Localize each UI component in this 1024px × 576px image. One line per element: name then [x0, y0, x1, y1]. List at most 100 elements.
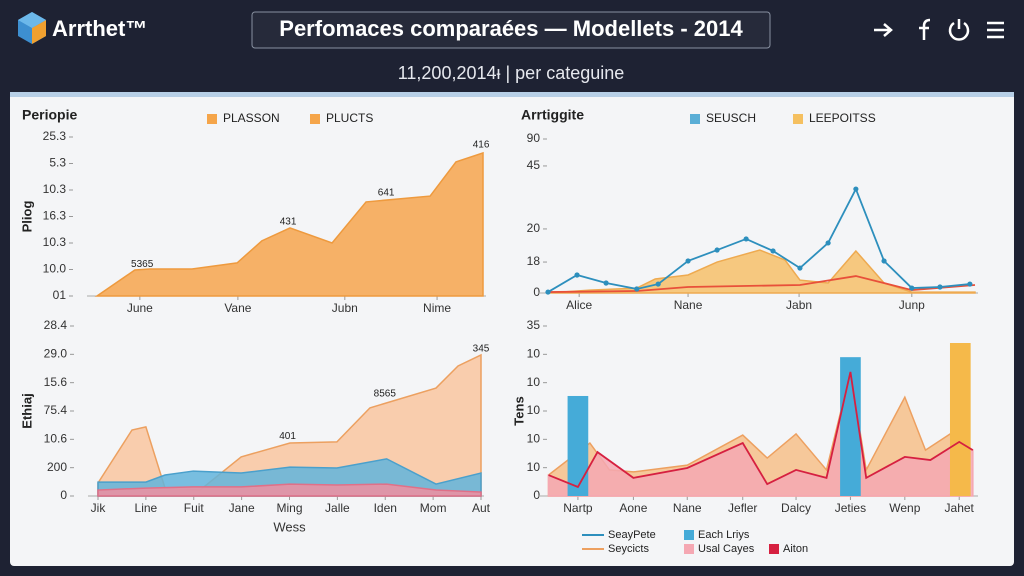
y-tick-label: 200: [47, 460, 67, 474]
panel-top: [10, 92, 1014, 97]
point: [574, 272, 580, 278]
y-tick-label: 15.6: [44, 375, 68, 389]
y-tick-label: 10: [527, 375, 541, 389]
y-axis-label: Pliog: [19, 201, 34, 233]
y-tick-label: 10.3: [43, 235, 67, 249]
annotation: 641: [378, 187, 395, 198]
legend-swatch: [684, 544, 694, 554]
line: [548, 371, 974, 489]
point: [853, 186, 859, 192]
y-tick-label: 0: [60, 488, 67, 502]
x-tick-label: Jabn: [786, 298, 812, 312]
area: [97, 483, 482, 497]
x-tick-label: Wenp: [889, 501, 920, 515]
y-tick-label: 10: [527, 403, 541, 417]
y-tick-label: 75.4: [44, 403, 68, 417]
menu-icon[interactable]: [987, 21, 1004, 39]
legend-label: Aiton: [783, 543, 808, 555]
x-tick-label: Iden: [374, 501, 397, 515]
annotation: 431: [280, 216, 297, 227]
point: [937, 284, 943, 290]
annotation: 5365: [131, 259, 154, 270]
x-tick-label: Fuit: [184, 501, 205, 515]
x-tick-label: Line: [135, 501, 158, 515]
x-tick-label: Ming: [276, 501, 302, 515]
y-tick-label: 5.3: [49, 156, 66, 170]
point: [655, 281, 661, 287]
legend-label: Each Lriys: [698, 529, 750, 541]
annotation: 401: [279, 431, 296, 442]
point: [881, 258, 887, 264]
x-tick-label: Jik: [91, 501, 107, 515]
x-tick-label: Mom: [420, 501, 447, 515]
point: [770, 248, 776, 254]
share-icon[interactable]: [874, 23, 893, 37]
line: [547, 186, 970, 293]
x-tick-label: June: [127, 301, 153, 315]
legend-label: LEEPOITSS: [809, 111, 876, 125]
power-icon[interactable]: [948, 19, 970, 41]
area: [547, 249, 976, 294]
x-tick-label: Alice: [566, 298, 592, 312]
bar: [567, 395, 589, 496]
x-tick-label: Aone: [619, 501, 647, 515]
legend-label: PLASSON: [223, 111, 280, 125]
point: [634, 286, 640, 292]
legend-swatch: [310, 114, 320, 124]
x-tick-label: Jalle: [325, 501, 350, 515]
y-tick-label: 10.0: [43, 262, 67, 276]
point: [685, 258, 691, 264]
point: [714, 247, 720, 253]
x-tick-label: Jane: [229, 501, 255, 515]
point: [743, 236, 749, 242]
y-axis-label: Tens: [511, 396, 526, 425]
facebook-icon[interactable]: [919, 18, 931, 40]
x-tick-label: Dalcy: [781, 501, 811, 515]
annotation: 416: [473, 140, 490, 151]
y-tick-label: 10.6: [44, 432, 68, 446]
chart-title: Periopie: [22, 107, 77, 123]
y-tick-label: 18: [527, 254, 541, 268]
panel: [10, 92, 1014, 566]
legend-swatch: [793, 114, 803, 124]
y-tick-label: 16.3: [43, 209, 67, 223]
annotation: 8565: [374, 389, 397, 400]
logo-icon: [18, 12, 46, 44]
y-tick-label: 35: [527, 318, 541, 332]
x-tick-label: Aut: [472, 501, 491, 515]
y-tick-label: 29.0: [44, 347, 68, 361]
point: [603, 280, 609, 286]
chart-title: Arrtiggite: [521, 107, 584, 123]
x-tick-label: Nane: [674, 298, 703, 312]
legend-label: Seycicts: [608, 543, 649, 555]
y-tick-label: 25.3: [43, 129, 67, 143]
x-tick-label: Nane: [673, 501, 702, 515]
x-tick-label: Vane: [224, 301, 251, 315]
point: [545, 289, 551, 295]
y-tick-label: 45: [527, 158, 541, 172]
y-tick-label: 0: [533, 285, 540, 299]
y-tick-label: 10.3: [43, 182, 67, 196]
y-tick-label: 10: [527, 347, 541, 361]
y-tick-label: 90: [527, 131, 541, 145]
point: [967, 281, 973, 287]
y-tick-label: 28.4: [44, 318, 68, 332]
subtitle: 11,200,2014ᵻ | per categuine: [398, 63, 625, 83]
y-axis-label: Ethiaj: [19, 393, 34, 428]
y-tick-label: 01: [53, 288, 67, 302]
y-tick-label: 10: [527, 460, 541, 474]
x-tick-label: Jeties: [835, 501, 866, 515]
point: [797, 265, 803, 271]
x-tick-label: Junp: [899, 298, 925, 312]
point: [825, 240, 831, 246]
legend-label: SEUSCH: [706, 111, 756, 125]
brand: Arrthet™: [52, 16, 147, 41]
x-tick-label: Jefler: [728, 501, 757, 515]
y-tick-label: 0: [533, 488, 540, 502]
annotation: 345: [473, 343, 490, 354]
legend-swatch: [684, 530, 694, 540]
legend-swatch: [769, 544, 779, 554]
y-tick-label: 20: [527, 221, 541, 235]
legend-label: Usal Cayes: [698, 543, 755, 555]
